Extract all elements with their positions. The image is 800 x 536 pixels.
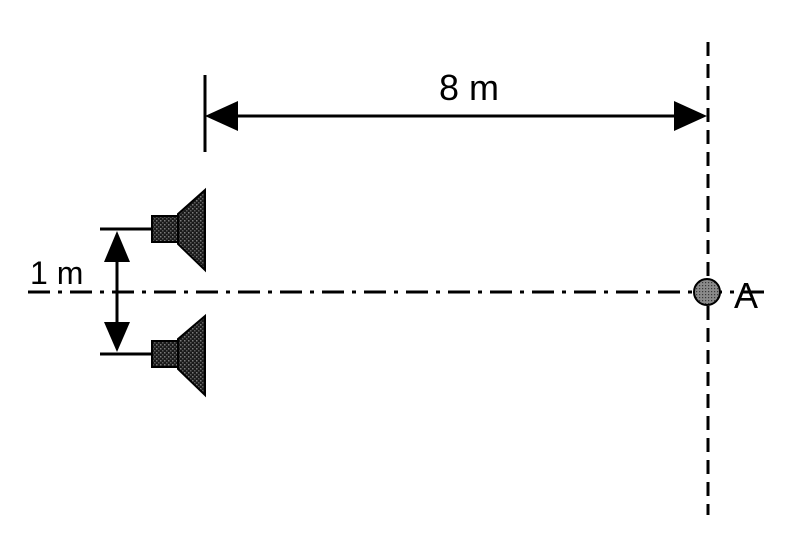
upper-speaker-magnet [151,215,179,243]
lower-arrowhead [104,322,130,352]
distance-dimension: 8 m [203,67,707,152]
lower-speaker-magnet [151,340,179,368]
distance-label: 8 m [439,67,499,108]
upper-speaker-icon [151,187,206,273]
upper-arrowhead [104,231,130,262]
upper-speaker-cone [177,187,206,273]
point-label: A [734,275,758,316]
separation-dimension: 1 m [30,227,157,356]
right-arrowhead [674,101,707,131]
receiver-point [693,278,721,306]
left-arrowhead [205,101,238,131]
lower-speaker-icon [151,313,206,398]
lower-speaker-cone [177,313,206,398]
separation-label: 1 m [30,255,83,291]
